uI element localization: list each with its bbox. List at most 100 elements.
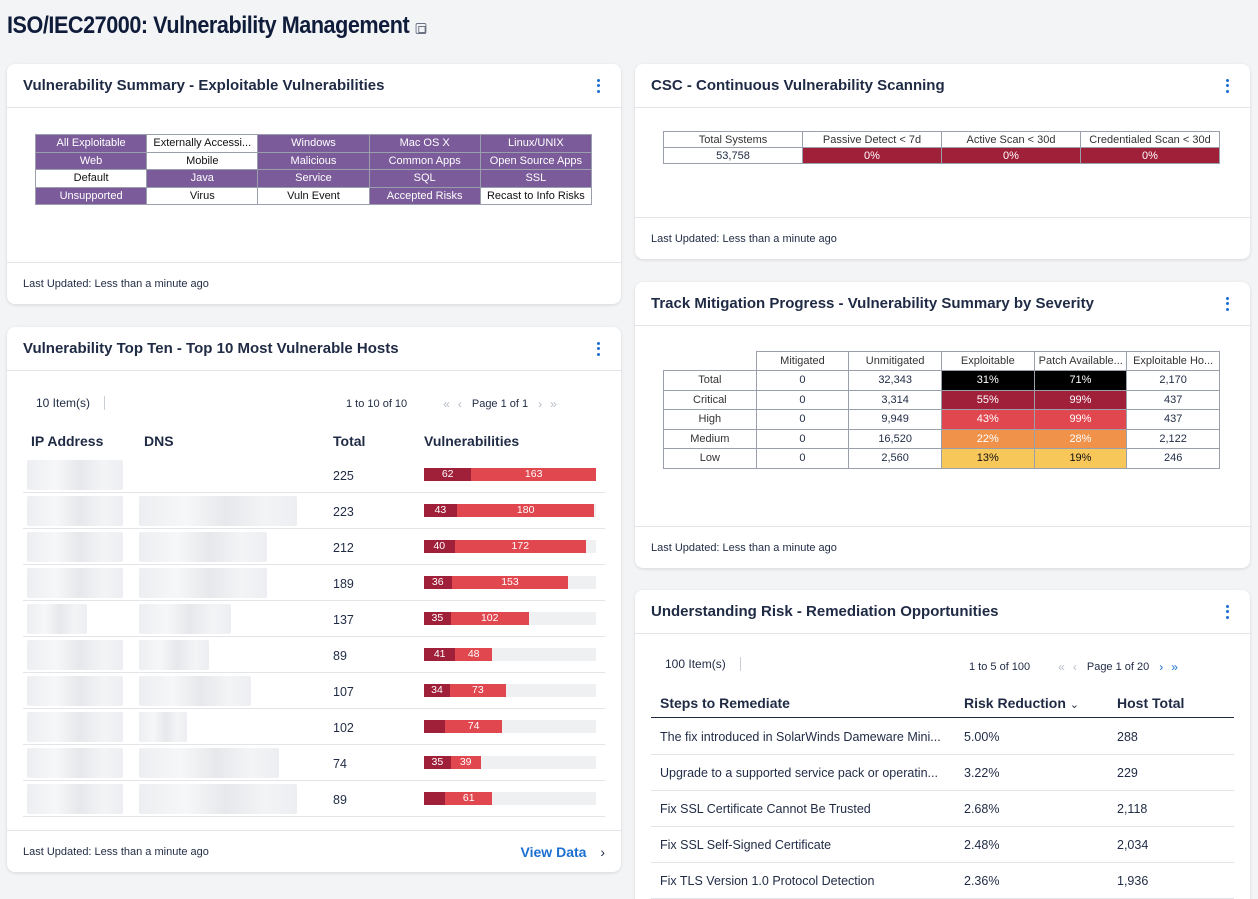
matrix-cell[interactable]: Web [34, 151, 148, 170]
matrix-cell[interactable]: Unsupported [34, 186, 148, 205]
mitigation-cell[interactable]: 246 [1126, 448, 1220, 469]
more-options-icon[interactable] [1220, 296, 1234, 312]
last-page-icon[interactable]: » [1171, 660, 1178, 674]
table-row[interactable]: Fix TLS Version 1.0 Protocol Detection 2.… [651, 863, 1234, 899]
mitigation-cell[interactable]: 0 [755, 428, 850, 449]
table-row[interactable]: 102 74 [23, 709, 605, 745]
csc-value-cell[interactable]: 0% [1080, 147, 1220, 164]
mitigation-cell[interactable]: 0 [755, 448, 850, 469]
table-row[interactable]: 107 34 73 [23, 673, 605, 709]
prev-page-icon[interactable]: ‹ [1072, 660, 1077, 674]
prev-page-icon[interactable]: ‹ [457, 397, 462, 411]
first-page-icon[interactable]: « [1058, 660, 1065, 674]
vuln-bar[interactable]: 35 102 [424, 612, 596, 625]
matrix-cell[interactable]: Virus [146, 186, 259, 205]
matrix-cell[interactable]: Mac OS X [368, 134, 481, 153]
matrix-cell[interactable]: Malicious [257, 151, 370, 170]
table-row[interactable]: 89 61 [23, 781, 605, 817]
table-row[interactable]: 74 35 39 [23, 745, 605, 781]
next-page-icon[interactable]: › [1159, 660, 1164, 674]
csc-value-cell[interactable]: 0% [941, 147, 1081, 164]
remediation-step: Fix TLS Version 1.0 Protocol Detection [660, 874, 875, 888]
col-vulnerabilities[interactable]: Vulnerabilities [424, 433, 520, 449]
table-row[interactable]: Upgrade to a supported service pack or o… [651, 755, 1234, 791]
mitigation-cell[interactable]: 0 [755, 370, 850, 391]
table-row[interactable]: 189 36 153 [23, 565, 605, 601]
matrix-cell[interactable]: Mobile [146, 151, 259, 170]
mitigation-cell[interactable]: 16,520 [848, 428, 942, 449]
mitigation-cell[interactable]: 28% [1033, 428, 1128, 449]
csc-value-cell[interactable]: 53,758 [663, 147, 803, 164]
mitigation-cell[interactable]: 2,560 [848, 448, 942, 469]
mitigation-cell[interactable]: 31% [940, 370, 1035, 391]
matrix-cell[interactable]: Recast to Info Risks [479, 186, 593, 205]
mitigation-cell[interactable]: 0 [755, 409, 850, 430]
more-options-icon[interactable] [1220, 604, 1234, 620]
matrix-cell[interactable]: All Exploitable [34, 134, 148, 153]
table-row[interactable]: 212 40 172 [23, 529, 605, 565]
matrix-cell[interactable]: Common Apps [368, 151, 481, 170]
matrix-cell[interactable]: Linux/UNIX [479, 134, 593, 153]
vuln-bar[interactable]: 36 153 [424, 576, 596, 589]
mitigation-cell[interactable]: 2,170 [1126, 370, 1220, 391]
table-row[interactable]: 137 35 102 [23, 601, 605, 637]
table-row[interactable]: 89 41 48 [23, 637, 605, 673]
vuln-bar[interactable]: 34 73 [424, 684, 596, 697]
mitigation-cell[interactable]: 55% [940, 389, 1035, 410]
mitigation-cell[interactable]: 43% [940, 409, 1035, 430]
col-dns[interactable]: DNS [144, 433, 174, 449]
mitigation-cell[interactable]: 437 [1126, 409, 1220, 430]
matrix-cell[interactable]: Externally Accessi... [146, 134, 259, 153]
vuln-bar[interactable]: 74 [424, 720, 596, 733]
vuln-bar[interactable]: 43 180 [424, 504, 596, 517]
mitigation-cell[interactable]: 13% [940, 448, 1035, 469]
sort-desc-icon[interactable]: ⌄ [1069, 699, 1080, 711]
last-page-icon[interactable]: » [550, 397, 557, 411]
vuln-bar[interactable]: 40 172 [424, 540, 596, 553]
next-page-icon[interactable]: › [538, 397, 543, 411]
vuln-bar[interactable]: 62 163 [424, 468, 596, 481]
view-data-link[interactable]: View Data › [521, 844, 605, 860]
col-steps[interactable]: Steps to Remediate [660, 695, 790, 711]
last-updated: Last Updated: Less than a minute ago [651, 232, 837, 245]
col-total[interactable]: Total [333, 433, 366, 449]
vuln-bar[interactable]: 61 [424, 792, 596, 805]
csc-value-cell[interactable]: 0% [802, 147, 942, 164]
mitigation-cell[interactable]: 71% [1033, 370, 1128, 391]
mitigation-cell[interactable]: 32,343 [848, 370, 942, 391]
matrix-cell[interactable]: Open Source Apps [479, 151, 593, 170]
mitigation-cell[interactable]: 22% [940, 428, 1035, 449]
mitigation-cell[interactable]: 99% [1033, 409, 1128, 430]
first-page-icon[interactable]: « [443, 397, 450, 411]
vuln-bar[interactable]: 35 39 [424, 756, 596, 769]
mitigation-cell[interactable]: 99% [1033, 389, 1128, 410]
last-updated: Last Updated: Less than a minute ago [23, 277, 209, 290]
table-row[interactable]: Fix SSL Self-Signed Certificate 2.48% 2,03… [651, 827, 1234, 863]
matrix-cell[interactable]: Windows [257, 134, 370, 153]
table-row[interactable]: The fix introduced in SolarWinds Damewar… [651, 719, 1234, 755]
col-risk-reduction[interactable]: Risk Reduction ⌄ [964, 695, 1079, 711]
table-row[interactable]: 223 43 180 [23, 493, 605, 529]
matrix-cell[interactable]: SQL [368, 169, 481, 188]
mitigation-cell[interactable]: 437 [1126, 389, 1220, 410]
matrix-cell[interactable]: Service [257, 169, 370, 188]
matrix-cell[interactable]: Default [34, 169, 148, 188]
more-options-icon[interactable] [591, 341, 605, 357]
mitigation-cell[interactable]: 9,949 [848, 409, 942, 430]
more-options-icon[interactable] [1220, 78, 1234, 94]
col-ip-address[interactable]: IP Address [31, 433, 104, 449]
col-host-total[interactable]: Host Total [1117, 695, 1185, 711]
table-row[interactable]: Fix SSL Certificate Cannot Be Trusted 2.6… [651, 791, 1234, 827]
matrix-cell[interactable]: Vuln Event [257, 186, 370, 205]
matrix-cell[interactable]: Accepted Risks [368, 186, 481, 205]
copy-icon[interactable] [415, 23, 427, 34]
matrix-cell[interactable]: SSL [479, 169, 593, 188]
more-options-icon[interactable] [591, 78, 605, 94]
mitigation-cell[interactable]: 2,122 [1126, 428, 1220, 449]
vuln-bar[interactable]: 41 48 [424, 648, 596, 661]
mitigation-cell[interactable]: 19% [1033, 448, 1128, 469]
matrix-cell[interactable]: Java [146, 169, 259, 188]
mitigation-cell[interactable]: 3,314 [848, 389, 942, 410]
table-row[interactable]: 225 62 163 [23, 457, 605, 493]
mitigation-cell[interactable]: 0 [755, 389, 850, 410]
